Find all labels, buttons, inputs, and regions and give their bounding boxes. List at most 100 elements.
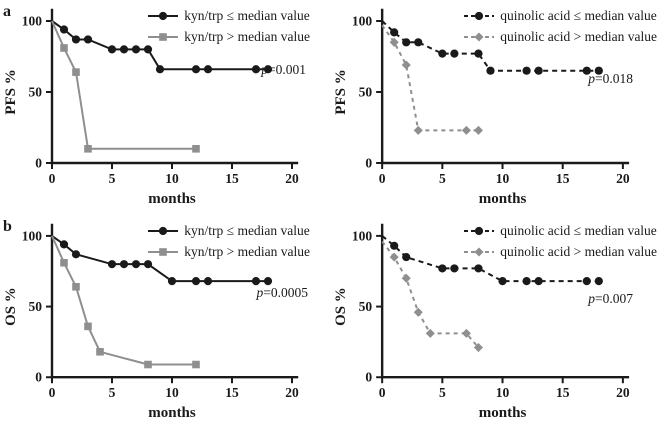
data-point-square bbox=[84, 145, 92, 153]
data-point-circle bbox=[450, 49, 459, 58]
x-tick-label: 20 bbox=[285, 171, 299, 186]
data-point-circle bbox=[438, 49, 447, 58]
data-point-circle bbox=[534, 66, 543, 75]
x-tick-label: 5 bbox=[109, 171, 116, 186]
data-point-circle bbox=[534, 277, 543, 286]
data-point-square bbox=[192, 145, 200, 153]
x-tick-label: 15 bbox=[225, 385, 239, 400]
x-tick-label: 5 bbox=[109, 385, 116, 400]
legend-label: quinolic acid > median value bbox=[500, 244, 657, 260]
data-point-square bbox=[144, 360, 152, 369]
data-point-circle bbox=[522, 66, 531, 75]
km-plot-pfs-kyn-trp: 0 5 10 15 20 0 50 100 months PFS % bbox=[3, 8, 299, 207]
legend-item: kyn/trp > median value bbox=[147, 243, 310, 261]
legend-label: kyn/trp ≤ median value bbox=[184, 223, 310, 239]
p-text: =0.018 bbox=[595, 71, 633, 86]
legend-item: quinolic acid ≤ median value bbox=[463, 222, 657, 240]
y-axis-label: OS % bbox=[3, 287, 19, 326]
data-point-circle bbox=[390, 241, 399, 250]
data-point-diamond bbox=[413, 125, 423, 135]
x-axis-label: months bbox=[148, 191, 196, 207]
y-tick-label: 100 bbox=[352, 14, 373, 29]
legend: quinolic acid ≤ median value quinolic ac… bbox=[463, 7, 657, 46]
x-tick-label: 5 bbox=[439, 385, 446, 400]
data-point-circle bbox=[203, 277, 213, 286]
data-point-square bbox=[84, 322, 92, 331]
km-plot-pfs-quinolic-acid: 0 5 10 15 20 0 50 100 months PFS % bbox=[333, 8, 630, 207]
data-point-circle bbox=[450, 264, 459, 273]
data-point-circle bbox=[486, 66, 495, 75]
panel-os-quinolic-acid: 0 5 10 15 20 0 50 100 months OS % quinolic acid ≤… bbox=[330, 215, 661, 429]
legend: kyn/trp ≤ median value kyn/trp > median … bbox=[147, 222, 310, 261]
panel-pfs-kyn-trp: 0 5 10 15 20 0 50 100 months PFS % kyn/trp ≤ medi… bbox=[0, 0, 330, 215]
data-point-diamond bbox=[461, 125, 471, 135]
km-plot-os-quinolic-acid: 0 5 10 15 20 0 50 100 months OS % bbox=[333, 223, 630, 421]
p-symbol: p bbox=[261, 62, 268, 77]
data-point-circle bbox=[59, 25, 69, 34]
legend-item: quinolic acid ≤ median value bbox=[463, 7, 657, 25]
data-point-circle bbox=[71, 35, 81, 44]
data-point-circle bbox=[414, 38, 423, 47]
data-point-circle bbox=[402, 38, 411, 47]
y-tick-label: 50 bbox=[359, 85, 373, 100]
legend-item: kyn/trp ≤ median value bbox=[147, 7, 310, 25]
y-tick-label: 0 bbox=[365, 156, 372, 171]
data-point-circle bbox=[263, 65, 273, 74]
p-value: p=0.0005 bbox=[257, 285, 309, 301]
x-tick-label: 0 bbox=[49, 385, 56, 400]
p-value: p=0.001 bbox=[261, 62, 306, 78]
data-point-circle bbox=[119, 45, 129, 54]
legend-item: kyn/trp > median value bbox=[147, 28, 310, 46]
diamond-marker-icon bbox=[464, 32, 495, 42]
data-point-circle bbox=[191, 277, 201, 286]
data-point-circle bbox=[390, 28, 399, 37]
data-point-diamond bbox=[473, 343, 483, 353]
x-tick-label: 15 bbox=[556, 385, 570, 400]
data-point-circle bbox=[251, 277, 261, 286]
data-point-circle bbox=[131, 260, 141, 269]
panel-label-b: b bbox=[3, 218, 12, 235]
legend-label: quinolic acid ≤ median value bbox=[500, 8, 657, 24]
x-tick-label: 20 bbox=[285, 385, 299, 400]
data-point-circle bbox=[131, 45, 141, 54]
y-tick-label: 0 bbox=[35, 370, 42, 385]
x-tick-label: 15 bbox=[225, 171, 239, 186]
data-point-circle bbox=[251, 65, 261, 74]
legend-label: quinolic acid ≤ median value bbox=[500, 223, 657, 239]
x-tick-label: 20 bbox=[616, 385, 630, 400]
legend-item: quinolic acid > median value bbox=[463, 28, 657, 46]
x-tick-label: 10 bbox=[165, 171, 179, 186]
y-axis-label: OS % bbox=[333, 287, 349, 326]
legend-diamond bbox=[474, 32, 484, 42]
p-symbol: p bbox=[588, 291, 595, 306]
p-value: p=0.007 bbox=[588, 291, 633, 307]
data-point-square bbox=[60, 258, 68, 267]
legend-label: kyn/trp > median value bbox=[184, 244, 310, 260]
x-tick-label: 0 bbox=[49, 171, 56, 186]
km-plot-os-kyn-trp: 0 5 10 15 20 0 50 100 months OS % bbox=[3, 223, 299, 421]
data-point-diamond bbox=[413, 307, 423, 317]
panel-os-kyn-trp: 0 5 10 15 20 0 50 100 months OS % kyn/trp ≤ media… bbox=[0, 215, 330, 429]
panel-label-a: a bbox=[3, 3, 11, 20]
legend-diamond bbox=[474, 247, 484, 257]
legend-label: kyn/trp ≤ median value bbox=[184, 8, 310, 24]
legend-circle bbox=[475, 226, 484, 236]
x-tick-label: 0 bbox=[379, 385, 386, 400]
square-marker-icon bbox=[148, 248, 179, 256]
legend-label: kyn/trp > median value bbox=[184, 29, 310, 45]
data-point-circle bbox=[594, 277, 603, 286]
y-tick-label: 50 bbox=[29, 85, 43, 100]
data-point-square bbox=[72, 68, 80, 76]
x-tick-label: 15 bbox=[556, 171, 570, 186]
data-point-diamond bbox=[401, 60, 411, 70]
square-marker-icon bbox=[148, 33, 179, 41]
data-point-circle bbox=[119, 260, 129, 269]
data-point-circle bbox=[155, 65, 165, 74]
data-point-diamond bbox=[401, 273, 411, 283]
legend-item: kyn/trp ≤ median value bbox=[147, 222, 310, 240]
x-tick-label: 10 bbox=[496, 171, 510, 186]
legend-square bbox=[159, 248, 168, 256]
data-point-circle bbox=[522, 277, 531, 286]
